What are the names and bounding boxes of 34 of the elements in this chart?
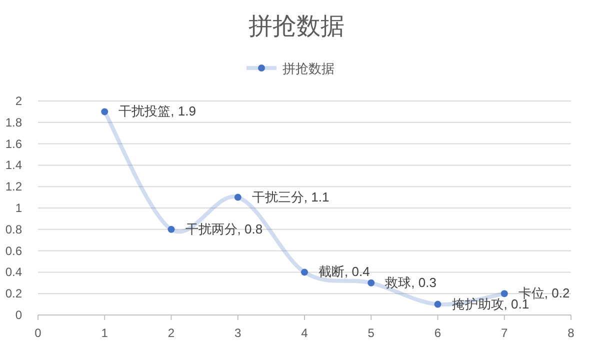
x-tick-label: 6 bbox=[434, 326, 442, 340]
data-label: 截断, 0.4 bbox=[318, 264, 370, 280]
y-tick-label: 1.8 bbox=[5, 115, 22, 130]
x-tick-label: 1 bbox=[101, 326, 108, 340]
x-tick-label: 2 bbox=[168, 326, 175, 340]
y-tick-label: 1 bbox=[15, 201, 22, 215]
y-tick-label: 1.6 bbox=[5, 136, 22, 151]
x-tick-label: 3 bbox=[234, 326, 242, 340]
x-tick-label: 4 bbox=[301, 326, 308, 340]
y-tick-label: 0.4 bbox=[5, 265, 22, 280]
y-tick-label: 0.2 bbox=[5, 286, 22, 301]
point bbox=[168, 226, 175, 233]
point bbox=[301, 268, 308, 276]
point bbox=[500, 290, 508, 298]
y-tick-label: 2 bbox=[15, 94, 22, 108]
data-label: 干扰投篮, 1.9 bbox=[118, 104, 196, 119]
x-tick-label: 0 bbox=[34, 326, 42, 340]
point bbox=[101, 108, 108, 116]
point bbox=[434, 300, 442, 308]
legend-label: 拼抢数据 bbox=[282, 61, 334, 76]
data-label: 干扰两分, 0.8 bbox=[185, 221, 263, 236]
y-tick-label: 0.8 bbox=[5, 222, 22, 236]
x-tick-label: 8 bbox=[568, 326, 575, 340]
x-tick-label: 5 bbox=[368, 326, 375, 340]
x-tick-label: 7 bbox=[501, 326, 508, 340]
y-tick-label: 1.2 bbox=[5, 180, 22, 194]
data-label: 救球, 0.3 bbox=[384, 274, 436, 290]
point bbox=[368, 279, 375, 286]
y-tick-label: 1.4 bbox=[5, 158, 22, 172]
data-label: 干扰三分, 1.1 bbox=[252, 189, 330, 204]
y-tick-label: 0 bbox=[15, 308, 22, 322]
y-tick-label: 0.6 bbox=[5, 244, 22, 258]
point bbox=[234, 194, 242, 201]
chart-title: 拼抢数据 bbox=[248, 13, 344, 40]
